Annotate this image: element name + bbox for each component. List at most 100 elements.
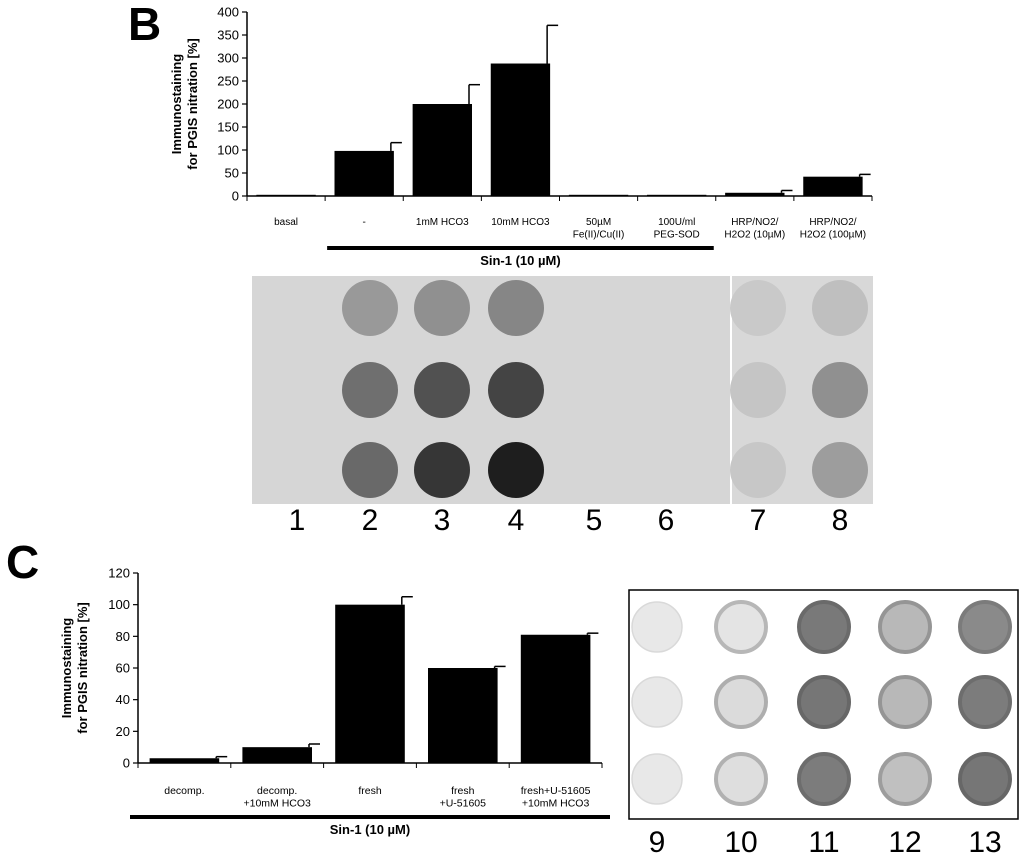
blot-b-dot <box>812 280 868 336</box>
blot-c-dot <box>631 601 683 653</box>
y-tick-label: 120 <box>108 566 130 581</box>
panel-b-letter: B <box>128 0 161 50</box>
category-label: decomp. <box>164 785 204 797</box>
chart-c-ylabel-line1: Immunostaining <box>59 618 74 718</box>
category-label: Fe(II)/Cu(II) <box>573 230 625 241</box>
chart-c-ylabel-line2: for PGIS nitration [%] <box>75 602 90 733</box>
blot-b-dot <box>730 280 786 336</box>
chart-b-ylabel-line2: for PGIS nitration [%] <box>185 38 200 169</box>
blot-c-dot <box>797 752 851 806</box>
blot-b-lane-label: 7 <box>750 504 767 537</box>
blot-c-dot <box>878 600 932 654</box>
sin1-bracket-label: Sin-1 (10 µM) <box>330 822 410 837</box>
y-tick-label: 80 <box>116 629 130 644</box>
blot-b-dot <box>414 362 470 418</box>
y-tick-label: 300 <box>217 51 239 66</box>
y-tick-label: 150 <box>217 120 239 135</box>
blot-b-lane-label: 4 <box>508 504 525 537</box>
category-label: decomp. <box>257 785 297 797</box>
blot-c-lane-label: 11 <box>808 826 839 859</box>
blot-c-dot <box>878 752 932 806</box>
category-label: 1mM HCO3 <box>416 217 469 228</box>
blot-b-dot <box>342 442 398 498</box>
bar <box>334 150 394 196</box>
y-tick-label: 0 <box>123 756 130 771</box>
blot-b-dot <box>730 362 786 418</box>
blot-c-dot <box>714 675 768 729</box>
bar <box>803 176 863 196</box>
blot-b-dot <box>488 280 544 336</box>
bar <box>242 747 312 763</box>
blot-c-dot <box>714 752 768 806</box>
blot-b-lane-label: 6 <box>658 504 675 537</box>
blot-b-dot <box>488 442 544 498</box>
bar <box>490 63 551 196</box>
category-label: fresh <box>451 785 475 797</box>
blot-b-dot <box>812 362 868 418</box>
y-tick-label: 0 <box>232 189 239 204</box>
blot-c-dot <box>631 676 683 728</box>
blot-b-lane-label: 3 <box>434 504 451 537</box>
blot-b-lane-label: 1 <box>289 504 306 537</box>
y-tick-label: 50 <box>225 166 239 181</box>
chart-c: Immunostaining for PGIS nitration [%] 0 2… <box>59 566 610 837</box>
y-tick-label: 20 <box>116 724 130 739</box>
bar <box>335 604 405 763</box>
bar <box>647 194 707 196</box>
blot-b-dot <box>414 442 470 498</box>
category-label: PEG-SOD <box>654 230 700 241</box>
category-label: HRP/NO2/ <box>731 217 778 228</box>
blot-b-dot <box>730 442 786 498</box>
sin1-bracket-label: Sin-1 (10 µM) <box>480 253 560 268</box>
y-tick-label: 100 <box>108 597 130 612</box>
category-label: +10mM HCO3 <box>522 798 590 810</box>
bar <box>428 668 498 763</box>
category-label: 100U/ml <box>658 217 695 228</box>
blot-c-lane-label: 13 <box>968 826 1001 859</box>
category-label: 10mM HCO3 <box>491 217 550 228</box>
category-label: H2O2 (100µM) <box>800 230 866 241</box>
category-label: basal <box>274 217 298 228</box>
category-label: H2O2 (10µM) <box>724 230 785 241</box>
bar <box>520 634 591 763</box>
y-tick-label: 40 <box>116 692 130 707</box>
category-label: - <box>363 217 366 228</box>
blot-b: 1 2 3 4 5 6 7 8 <box>252 276 873 537</box>
y-tick-label: 60 <box>116 661 130 676</box>
blot-b-lane-label: 5 <box>586 504 603 537</box>
bar <box>725 192 785 196</box>
blot-c-dot <box>714 600 768 654</box>
blot-c-dot <box>631 753 683 805</box>
y-tick-label: 250 <box>217 74 239 89</box>
blot-c-dot <box>797 600 851 654</box>
y-tick-label: 350 <box>217 28 239 43</box>
blot-b-lane-label: 8 <box>832 504 849 537</box>
blot-c-lane-label: 9 <box>649 826 666 859</box>
blot-b-dot <box>342 280 398 336</box>
category-label: 50µM <box>586 217 611 228</box>
y-tick-label: 200 <box>217 97 239 112</box>
chart-b-ylabel-line1: Immunostaining <box>169 54 184 154</box>
blot-c-dot <box>958 675 1012 729</box>
bar <box>149 758 220 763</box>
blot-c-dot <box>797 675 851 729</box>
category-label: fresh <box>358 785 382 797</box>
category-label: +10mM HCO3 <box>243 798 311 810</box>
chart-b: Immunostaining for PGIS nitration [%] 0 5… <box>169 5 873 268</box>
y-tick-label: 400 <box>217 5 239 20</box>
blot-b-dot <box>812 442 868 498</box>
panel-c-letter: C <box>6 536 39 588</box>
blot-c: 9 10 11 12 13 <box>628 589 1019 859</box>
blot-c-dot <box>958 600 1012 654</box>
blot-b-lane-label: 2 <box>362 504 379 537</box>
category-label: fresh+U-51605 <box>521 785 591 797</box>
bar <box>412 104 472 196</box>
y-tick-label: 100 <box>217 143 239 158</box>
blot-b-dot <box>488 362 544 418</box>
bar <box>568 194 629 196</box>
category-label: +U-51605 <box>440 798 487 810</box>
category-label: HRP/NO2/ <box>809 217 856 228</box>
blot-b-dot <box>342 362 398 418</box>
blot-b-dot <box>414 280 470 336</box>
